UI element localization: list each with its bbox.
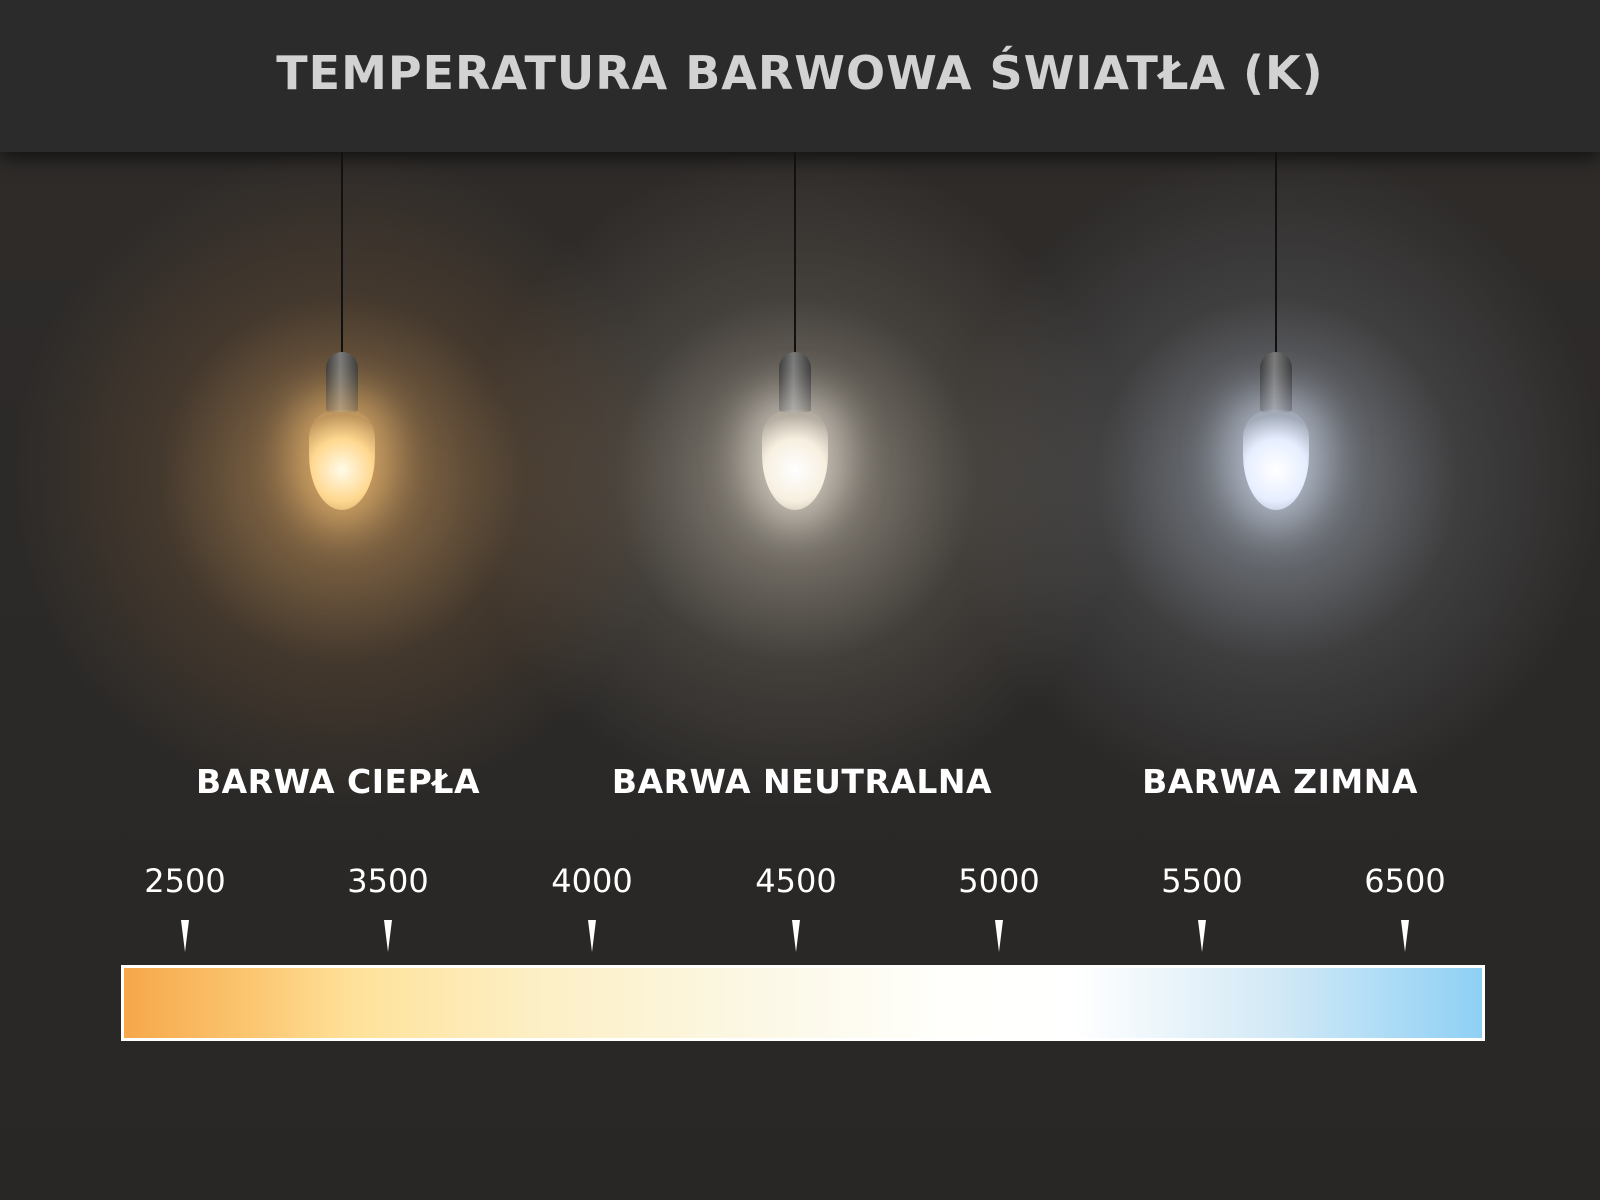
tick-marker (588, 920, 596, 952)
tick-marker (181, 920, 189, 952)
tick-label: 5500 (1161, 862, 1243, 900)
neutral-bulb-icon (762, 410, 828, 510)
tick-label: 2500 (144, 862, 226, 900)
color-temperature-gradient-bar (121, 965, 1485, 1041)
label-warm: BARWA CIEPŁA (195, 762, 480, 801)
socket (779, 352, 811, 412)
tick-label: 3500 (347, 862, 429, 900)
label-cold: BARWA ZIMNA (1142, 762, 1418, 801)
tick-label: 5000 (958, 862, 1040, 900)
cold-bulb-icon (1243, 410, 1309, 510)
socket (326, 352, 358, 412)
tick-label: 6500 (1364, 862, 1446, 900)
tick-marker (792, 920, 800, 952)
tick-label: 4500 (755, 862, 837, 900)
socket (1260, 352, 1292, 412)
cord (794, 152, 796, 354)
cord (1275, 152, 1277, 354)
header-bar: TEMPERATURA BARWOWA ŚWIATŁA (K) (0, 0, 1600, 152)
label-neutral: BARWA NEUTRALNA (611, 762, 993, 801)
warm-bulb-icon (309, 410, 375, 510)
tick-marker (384, 920, 392, 952)
tick-marker (995, 920, 1003, 952)
tick-marker (1198, 920, 1206, 952)
cord (341, 152, 343, 354)
tick-marker (1401, 920, 1409, 952)
tick-label: 4000 (551, 862, 633, 900)
page-title: TEMPERATURA BARWOWA ŚWIATŁA (K) (276, 46, 1324, 100)
